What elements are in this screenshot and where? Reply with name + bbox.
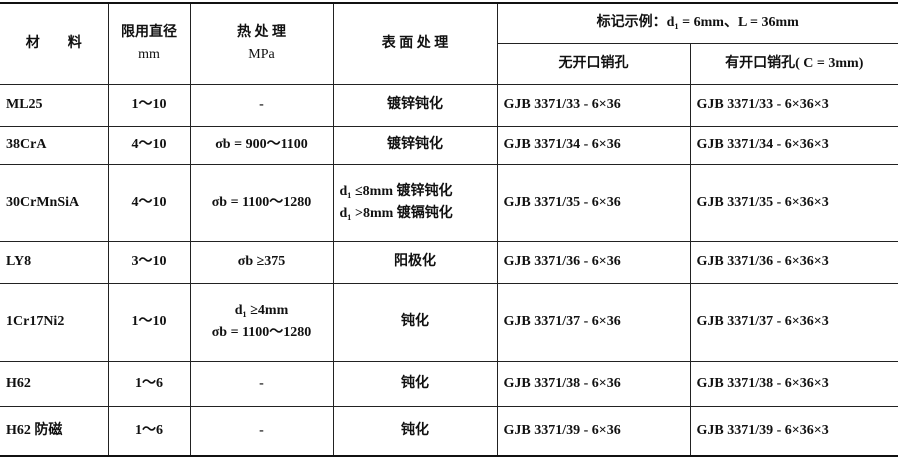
- header-diameter: 限用直径 mm: [107, 2, 191, 85]
- diameter-cell: 4～10: [107, 125, 191, 165]
- header-no-pin: 无开口销孔: [496, 42, 691, 85]
- header-example: 标记示例：d₁ = 6mm、L = 36mm: [496, 2, 898, 44]
- heat-cell-line: -: [259, 375, 264, 391]
- material-cell: ML25: [0, 83, 109, 127]
- diameter-cell: 1～10: [107, 282, 191, 362]
- with-pin-cell: GJB 3371/39 - 6×36×3: [689, 405, 898, 457]
- no-pin-cell: GJB 3371/34 - 6×36: [496, 125, 691, 165]
- diameter-cell: 1～6: [107, 360, 191, 407]
- heat-cell: d₁ ≥4mm σb = 1100～1280: [189, 282, 334, 362]
- material-cell: 1Cr17Ni2: [0, 282, 109, 362]
- surface-cell: 镀锌钝化: [332, 125, 498, 165]
- surface-cell-line: 钝化: [401, 314, 429, 329]
- heat-label: 热 处 理: [237, 24, 286, 40]
- surface-cell: 钝化: [332, 360, 498, 407]
- diameter-unit: mm: [138, 46, 160, 62]
- surface-cell: 钝化: [332, 405, 498, 457]
- no-pin-cell: GJB 3371/39 - 6×36: [496, 405, 691, 457]
- header-heat: 热 处 理 MPa: [189, 2, 334, 85]
- heat-cell-line: σb = 900～1100: [215, 137, 308, 152]
- header-surface: 表 面 处 理: [332, 2, 498, 85]
- table-row: 1Cr17Ni2 1～10 d₁ ≥4mm σb = 1100～1280 钝化 GJB 3…: [0, 282, 898, 362]
- table-row: ML25 1～10 - 镀锌钝化 GJB 3371/33 - 6×36 GJB 3371/…: [0, 83, 898, 127]
- diameter-label: 限用直径: [121, 24, 177, 40]
- header-with-pin: 有开口销孔( C = 3mm): [689, 42, 898, 85]
- heat-cell: σb ≥375: [189, 240, 334, 284]
- diameter-cell: 4～10: [107, 163, 191, 242]
- heat-cell-line: σb ≥375: [237, 254, 286, 269]
- no-pin-cell: GJB 3371/36 - 6×36: [496, 240, 691, 284]
- table-row: 38CrA 4～10 σb = 900～1100 镀锌钝化 GJB 3371/34 - …: [0, 125, 898, 165]
- heat-cell-line: -: [259, 97, 264, 112]
- surface-cell-line: d₁ ≤8mm 镀锌钝化: [339, 183, 453, 199]
- no-pin-cell: GJB 3371/37 - 6×36: [496, 282, 691, 362]
- diameter-cell: 3～10: [107, 240, 191, 284]
- surface-cell: 镀锌钝化: [332, 83, 498, 127]
- with-pin-cell: GJB 3371/37 - 6×36×3: [689, 282, 898, 362]
- heat-cell-line: -: [259, 422, 264, 438]
- material-cell: 38CrA: [0, 125, 109, 165]
- with-pin-cell: GJB 3371/34 - 6×36×3: [689, 125, 898, 165]
- surface-cell: d₁ ≤8mm 镀锌钝化 d₁ >8mm 镀镉钝化: [332, 163, 498, 242]
- table-row: 30CrMnSiA 4～10 σb = 1100～1280 d₁ ≤8mm 镀锌钝化 d…: [0, 163, 898, 242]
- diameter-cell: 1～6: [107, 405, 191, 457]
- surface-cell-line: 镀锌钝化: [387, 97, 443, 112]
- table-row: H62 防磁 1～6 - 钝化 GJB 3371/39 - 6×36 GJB 3371/3…: [0, 405, 898, 457]
- with-pin-cell: GJB 3371/36 - 6×36×3: [689, 240, 898, 284]
- surface-cell-line: 钝化: [401, 422, 429, 438]
- no-pin-cell: GJB 3371/38 - 6×36: [496, 360, 691, 407]
- with-pin-cell: GJB 3371/38 - 6×36×3: [689, 360, 898, 407]
- material-cell: H62 防磁: [0, 405, 109, 457]
- surface-cell-line: 钝化: [401, 375, 429, 391]
- surface-cell-line: d₁ >8mm 镀镉钝化: [339, 205, 453, 221]
- heat-cell: σb = 900～1100: [189, 125, 334, 165]
- heat-cell: -: [189, 83, 334, 127]
- surface-cell: 阳极化: [332, 240, 498, 284]
- heat-cell: σb = 1100～1280: [189, 163, 334, 242]
- surface-cell-line: 镀锌钝化: [387, 137, 443, 152]
- material-cell: 30CrMnSiA: [0, 163, 109, 242]
- material-cell: LY8: [0, 240, 109, 284]
- heat-cell-line: d₁ ≥4mm: [234, 303, 289, 318]
- with-pin-cell: GJB 3371/35 - 6×36×3: [689, 163, 898, 242]
- material-cell: H62: [0, 360, 109, 407]
- heat-cell: -: [189, 360, 334, 407]
- with-pin-cell: GJB 3371/33 - 6×36×3: [689, 83, 898, 127]
- surface-cell-line: 阳极化: [394, 254, 436, 269]
- heat-cell: -: [189, 405, 334, 457]
- diameter-cell: 1～10: [107, 83, 191, 127]
- heat-cell-line: σb = 1100～1280: [211, 325, 312, 340]
- no-pin-cell: GJB 3371/35 - 6×36: [496, 163, 691, 242]
- surface-cell: 钝化: [332, 282, 498, 362]
- table-row: LY8 3～10 σb ≥375 阳极化 GJB 3371/36 - 6×36 GJB 3…: [0, 240, 898, 284]
- heat-cell-line: σb = 1100～1280: [211, 194, 312, 210]
- header-material: 材 料: [0, 2, 109, 85]
- heat-unit: MPa: [248, 46, 275, 62]
- table-row: H62 1～6 - 钝化 GJB 3371/38 - 6×36 GJB 3371/38 -…: [0, 360, 898, 407]
- no-pin-cell: GJB 3371/33 - 6×36: [496, 83, 691, 127]
